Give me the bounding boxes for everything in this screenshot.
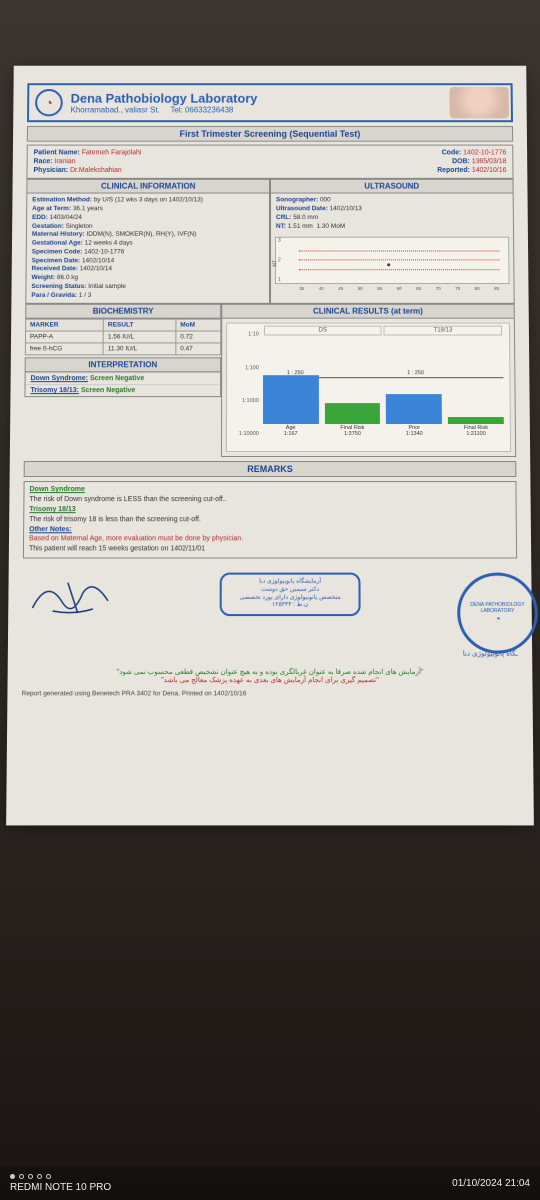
handwritten-signature: [22, 573, 143, 624]
phone-status-bar: REDMI NOTE 10 PRO 01/10/2024 21:04: [0, 1166, 540, 1200]
signature-area: آزمایشگاه پاتوبیولوژی دنا دکتر سیمین حق …: [22, 573, 518, 654]
results-row: BIOCHEMISTRY MARKERRESULTMoM PAPP-A1.56 …: [24, 304, 516, 457]
round-stamp: DENA PATHOBIOLOGY LABORATORY ◔: [457, 573, 538, 654]
patient-info-box: Patient Name: Fatemeh Farajolahi Race: I…: [26, 145, 513, 180]
interpretation-box: INTERPRETATION Down Syndrome: Screen Neg…: [24, 358, 221, 398]
lab-report-paper: ◔ Dena Pathobiology Laboratory Khorramab…: [6, 66, 534, 826]
biochem-table: MARKERRESULTMoM PAPP-A1.56 IU/L0.72free …: [25, 319, 221, 356]
lab-name: Dena Pathobiology Laboratory: [71, 91, 258, 106]
clinical-results-box: CLINICAL RESULTS (at term) DST18/13 1:10…: [221, 304, 516, 457]
clinical-info-box: CLINICAL INFORMATION Estimation Method: …: [25, 179, 270, 304]
ultrasound-box: ULTRASOUND Sonographer: 000 Ultrasound D…: [270, 179, 515, 304]
phone-model: REDMI NOTE 10 PRO: [10, 1182, 111, 1193]
footer-note: Report generated using Benetech PRA 3402…: [22, 690, 519, 697]
lab-logo-icon: ◔: [35, 89, 63, 116]
lab-address: Khorramabad., valiasr St. Tel: 066332364…: [71, 106, 258, 115]
round-stamp-text: ـگاه پاتوبیولوژی دنا: [22, 650, 518, 658]
risk-bar-chart: DST18/13 1:101:1001:10001:10000 1 : 2501…: [226, 323, 511, 452]
biochem-title: BIOCHEMISTRY: [25, 304, 221, 319]
rectangular-stamp: آزمایشگاه پاتوبیولوژی دنا دکتر سیمین حق …: [220, 573, 361, 617]
baby-image: [450, 87, 509, 118]
letterhead: ◔ Dena Pathobiology Laboratory Khorramab…: [27, 83, 513, 122]
remarks-box: Down Syndrome The risk of Down syndrome …: [23, 482, 517, 559]
disclaimer: "آزمایش های انجام شده صرفا به عنوان غربا…: [22, 668, 519, 684]
remarks-title: REMARKS: [24, 461, 517, 477]
phone-timestamp: 01/10/2024 21:04: [452, 1178, 530, 1189]
nt-crl-chart: NT 321 3540455055606570758085: [275, 237, 510, 284]
report-title: First Trimester Screening (Sequential Te…: [27, 126, 513, 142]
nav-dots-icon: [10, 1174, 111, 1179]
clinical-ultrasound-row: CLINICAL INFORMATION Estimation Method: …: [25, 179, 514, 304]
